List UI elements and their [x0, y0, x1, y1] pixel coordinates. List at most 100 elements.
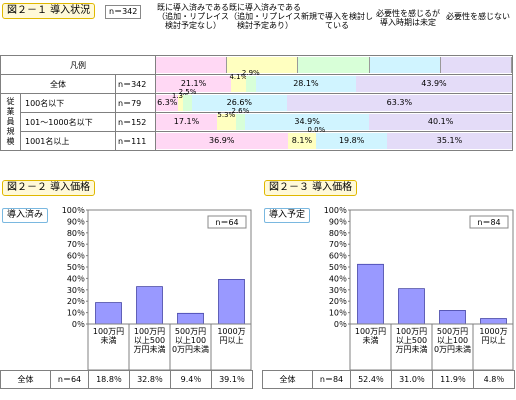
bar-1-label-4: 63.3% — [386, 98, 413, 107]
fig3-category-3: 1000万円以上 — [479, 327, 507, 345]
group-label: 従業員規模 — [0, 93, 21, 151]
fig2-tick-6: 60％ — [67, 252, 85, 261]
legend-label: 凡例 — [0, 55, 157, 75]
legend-swatch-row — [155, 55, 514, 75]
fig2-n-box — [207, 215, 247, 229]
fig3-row-label: 全体 — [262, 370, 313, 389]
row-label-3: 1001名以上 — [20, 131, 116, 151]
fig3-tick-6: 60％ — [329, 252, 347, 261]
fig1-n-label: n＝342 — [105, 5, 142, 19]
bar-2-label-0: 17.1% — [173, 117, 200, 126]
fig2-tick-0: 0％ — [72, 320, 85, 329]
legend-swatch-3 — [369, 57, 441, 73]
bar-1-label-3: 26.6% — [226, 98, 253, 107]
bar-0-label-2: 2.9% — [241, 69, 260, 77]
bar-0-segment-4 — [355, 76, 513, 92]
fig3-category-0: 100万円未満 — [355, 327, 386, 345]
fig3-n-box — [469, 215, 509, 229]
legend-swatch-0 — [156, 57, 228, 73]
fig3-chart: 0％ 10％ 20％ 30％ 40％ 50％ 60％ 70％ 80％ 90％ 100％ n＝84 100… — [324, 206, 514, 370]
bar-1-segment-2 — [183, 95, 192, 111]
fig2-tick-2: 20％ — [67, 297, 85, 306]
fig1-header-col5: 必要性を感じない — [446, 12, 510, 21]
row-label-0: 全体 — [0, 74, 116, 94]
fig2-category-3: 1000万円以上 — [217, 327, 245, 345]
bar-3-label-0: 36.9% — [209, 136, 235, 145]
fig2-category-1: 100万円以上500 万円未満 — [134, 327, 166, 354]
bar-2-segment-3 — [245, 114, 370, 130]
row-n-1: n＝79 — [114, 93, 157, 113]
bar-0-label-3: 28.1% — [293, 79, 319, 88]
fig2-tick-3: 30％ — [67, 286, 85, 295]
fig1-header-col1: 既に導入済みである（追加・リプレイス検討予定なし） — [157, 3, 229, 30]
fig3-tick-5: 50％ — [329, 263, 347, 272]
stacked-bar-0: 21.1% 4.1% 2.9% 28.1% 43.9% — [156, 69, 513, 92]
fig2-tick-7: 70％ — [67, 240, 85, 249]
fig3-bar-0 — [357, 263, 384, 325]
fig2-value-1: 32.8％ — [129, 370, 171, 389]
bar-3-segment-1 — [287, 133, 317, 149]
fig3-value-3: 4.8％ — [473, 370, 515, 389]
fig2-tick-1: 10％ — [67, 309, 85, 318]
fig3-tick-3: 30％ — [329, 286, 347, 295]
bar-0-label-1: 4.1% — [229, 73, 248, 81]
bar-2-label-1: 5.3% — [217, 111, 236, 119]
fig3-row-n: n＝84 — [312, 370, 351, 389]
fig3-table: 全体 n＝84 52.4％ 31.0％ 11.9％ 4.8％ — [262, 370, 515, 389]
fig3-title: 図２－３ 導入価格 — [264, 180, 358, 196]
fig2-bar-3 — [218, 279, 245, 325]
bar-0-segment-2 — [245, 76, 256, 92]
fig2-n-text: n＝64 — [215, 218, 238, 227]
fig3-tick-4: 40％ — [329, 274, 347, 283]
bar-1-label-0: 6.3% — [157, 98, 178, 107]
fig2-value-3: 39.1％ — [211, 370, 253, 389]
row-label-2: 101～1000名以下 — [20, 112, 116, 132]
row-label-1: 100名以下 — [20, 93, 116, 113]
fig3-category-1: 100万円以上500 万円未満 — [396, 327, 428, 354]
stacked-bar-2: 17.1% 5.3% 2.6% 34.9% 40.1% — [156, 107, 513, 130]
fig3-bar-3 — [480, 318, 507, 325]
bar-3-segment-3 — [316, 133, 387, 149]
fig1-table: 凡例 全体 n＝342 21.1% 4.1% 2.9% 28.1% 43.9% 従業員規… — [0, 55, 514, 151]
fig3-tick-1: 10％ — [329, 309, 347, 318]
fig2-label: 導入済み — [2, 208, 49, 223]
bar-0-segment-1 — [231, 76, 246, 92]
stacked-bar-1: 6.3% 1.3% 2.5% 26.6% 63.3% — [156, 88, 513, 111]
fig2-title: 図２－２ 導入価格 — [2, 180, 96, 196]
bar-3-label-3: 19.8% — [338, 136, 365, 145]
bar-0-label-0: 21.1% — [180, 79, 207, 88]
bar-0-segment-0 — [156, 76, 232, 92]
bar-3-label-4: 35.1% — [436, 136, 463, 145]
fig2-tick-10: 100％ — [62, 206, 85, 215]
bar-1-label-2: 2.5% — [178, 88, 197, 96]
fig1-header-col2: 既に導入済みである（追加・リプレイス検討予定あり） — [229, 3, 301, 30]
fig3-bar-2 — [439, 310, 466, 325]
fig1-title: 図２－１ 導入状況 — [2, 3, 96, 19]
row-n-0: n＝342 — [114, 74, 157, 94]
fig2-table: 全体 n＝64 18.8％ 32.8％ 9.4％ 39.1％ — [0, 370, 253, 389]
bar-2-segment-2 — [235, 114, 246, 130]
bar-3-segment-0 — [156, 133, 288, 149]
fig2-value-2: 9.4％ — [170, 370, 212, 389]
fig3-value-0: 52.4％ — [350, 370, 392, 389]
bar-1-segment-1 — [178, 95, 184, 111]
bar-2-label-2: 2.6% — [231, 107, 250, 115]
bar-0-segment-3 — [255, 76, 356, 92]
bar-2-segment-0 — [156, 114, 217, 130]
bar-1-segment-0 — [156, 95, 179, 111]
fig2-tick-4: 40％ — [67, 274, 85, 283]
bar-2-label-3: 34.9% — [294, 117, 320, 126]
bar-0-label-4: 43.9% — [421, 79, 447, 88]
fig3-tick-0: 0％ — [334, 320, 347, 329]
fig3-bar-1 — [398, 288, 425, 325]
fig2-category-0: 100万円未満 — [93, 327, 124, 345]
bar-1-label-1: 1.3% — [171, 92, 190, 100]
stacked-bar-3: 36.9% 8.1% 0.0% 19.8% 35.1% — [156, 126, 513, 149]
legend-swatch-4 — [440, 57, 513, 73]
fig3-tick-10: 100％ — [324, 206, 347, 215]
bar-1-segment-3 — [191, 95, 287, 111]
fig3-tick-7: 70％ — [329, 240, 347, 249]
fig2-category-2: 500万円以上100 0万円未満 — [172, 327, 209, 354]
fig2-chart: 0％ 10％ 20％ 30％ 40％ 50％ 60％ 70％ 80％ 90％ 100％ n＝64 100… — [62, 206, 252, 370]
fig2-tick-8: 80％ — [67, 229, 85, 238]
